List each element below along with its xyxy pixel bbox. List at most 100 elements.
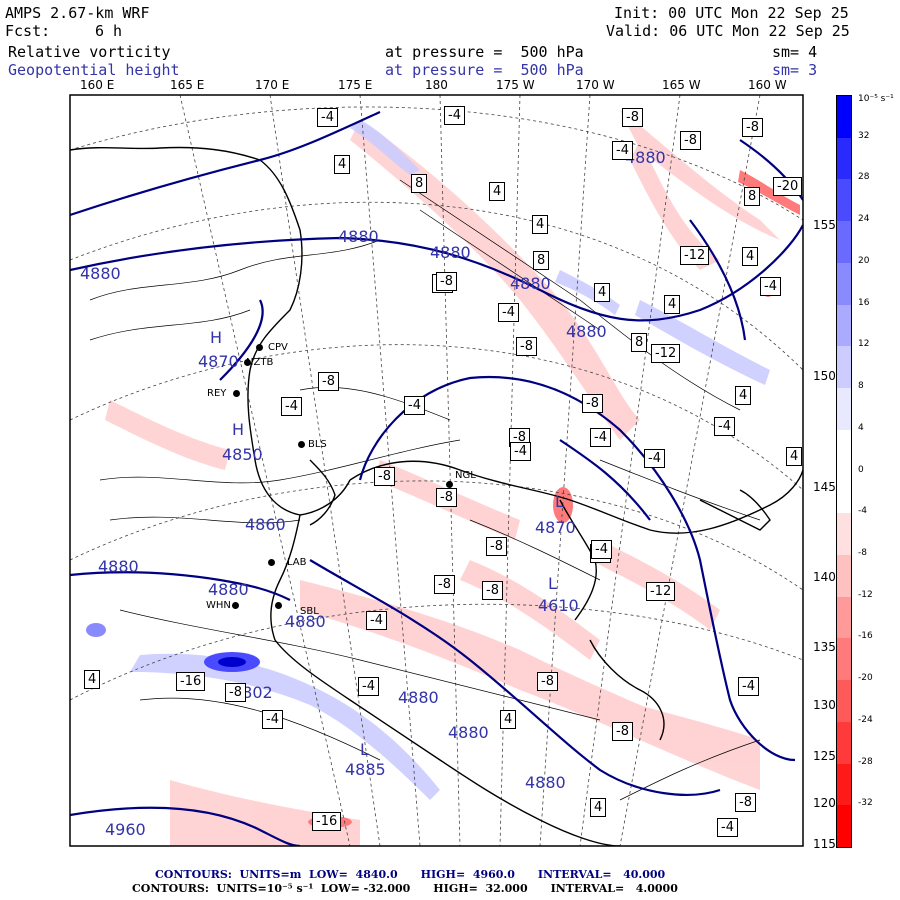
lon-label: 180: [425, 78, 448, 92]
colorbar: [836, 95, 852, 848]
vorticity-contour-label: 4: [786, 447, 803, 466]
colorbar-tick-label: -8: [858, 547, 867, 558]
station-label: REY: [207, 388, 227, 399]
field1-name: Relative vorticity: [8, 43, 171, 61]
lat-label: 155: [813, 218, 836, 232]
height-contour-info: CONTOURS: UNITS=m LOW= 4840.0 HIGH= 4960…: [155, 868, 666, 881]
vorticity-contour-label: -8: [680, 131, 701, 150]
station-dot: [446, 481, 453, 488]
colorbar-tick-label: 8: [858, 381, 864, 392]
lat-label: 145: [813, 480, 836, 494]
vorticity-contour-label: -8: [742, 118, 763, 137]
vorticity-contour-label: -8: [486, 537, 507, 556]
lon-label: 175 W: [496, 78, 535, 92]
lon-label: 175 E: [338, 78, 373, 92]
vorticity-contour-label: 4: [664, 295, 681, 314]
vorticity-contour-label: -12: [651, 344, 681, 363]
colorbar-tick-label: -24: [858, 714, 873, 725]
lat-label: 115: [813, 837, 836, 851]
vorticity-contour-label: -8: [612, 722, 633, 741]
vorticity-contour-label: -4: [760, 277, 781, 296]
vorticity-contour-label: -4: [281, 397, 302, 416]
vorticity-contour-label: 8: [744, 187, 761, 206]
colorbar-cell: [837, 763, 851, 806]
station-label: SBL: [300, 606, 319, 617]
vorticity-contour-label: -4: [510, 442, 531, 461]
vorticity-contour-label: -4: [404, 396, 425, 415]
vorticity-contour-label: -8: [436, 272, 457, 291]
vorticity-contour-label: -8: [434, 575, 455, 594]
vorticity-contour-label: -4: [591, 540, 612, 559]
vorticity-contour-label: -8: [582, 394, 603, 413]
station-label: NZTB: [246, 357, 274, 368]
lat-label: 125: [813, 749, 836, 763]
vorticity-contour-label: -4: [444, 106, 465, 125]
colorbar-cell: [837, 638, 851, 681]
vorticity-contour-label: -4: [612, 141, 633, 160]
vorticity-contour-label: -12: [680, 246, 710, 265]
forecast-hour: 6 h: [95, 22, 123, 40]
colorbar-unit: 10⁻⁵ s⁻¹: [858, 94, 894, 104]
colorbar-tick-label: -4: [858, 506, 867, 517]
colorbar-cell: [837, 179, 851, 222]
colorbar-cell: [837, 346, 851, 389]
forecast-label: Fcst:: [5, 22, 51, 40]
colorbar-tick-label: 32: [858, 130, 870, 141]
model-title: AMPS 2.67-km WRF: [5, 4, 150, 22]
colorbar-cell: [837, 304, 851, 347]
lat-label: 140: [813, 570, 836, 584]
lat-label: 130: [813, 698, 836, 712]
vorticity-contour-label: 8: [631, 333, 648, 352]
vorticity-contour-label: 4: [742, 247, 759, 266]
colorbar-cell: [837, 221, 851, 263]
colorbar-cell: [837, 680, 851, 722]
valid-time: Valid: 06 UTC Mon 22 Sep 25: [606, 22, 850, 40]
colorbar-tick-label: -32: [858, 798, 873, 809]
vorticity-contour-label: 4: [590, 798, 607, 817]
lon-label: 165 W: [662, 78, 701, 92]
lon-label: 165 E: [170, 78, 205, 92]
vorticity-contour-label: -16: [176, 672, 206, 691]
field2-name: Geopotential height: [8, 61, 180, 79]
station-dot: [232, 602, 239, 609]
vorticity-contour-label: 4: [594, 283, 611, 302]
colorbar-cell: [837, 805, 851, 847]
colorbar-tick-label: -12: [858, 589, 873, 600]
colorbar-cell: [837, 471, 851, 514]
colorbar-tick-label: 4: [858, 422, 864, 433]
init-time: Init: 00 UTC Mon 22 Sep 25: [614, 4, 849, 22]
station-dot: [268, 559, 275, 566]
lat-label: 120: [813, 796, 836, 810]
field2-level: at pressure = 500 hPa: [385, 61, 584, 79]
vorticity-contour-info: CONTOURS: UNITS=10⁻⁵ s⁻¹ LOW= -32.000 HI…: [132, 882, 678, 895]
colorbar-cell: [837, 388, 851, 430]
station-label: NGL: [455, 470, 476, 481]
vorticity-contour-label: 4: [334, 155, 351, 174]
map-frame: [69, 94, 804, 847]
vorticity-contour-label: -4: [590, 428, 611, 447]
station-label: LAB: [287, 557, 307, 568]
vorticity-contour-label: -8: [225, 683, 246, 702]
lat-label: 150: [813, 369, 836, 383]
vorticity-contour-label: -8: [735, 793, 756, 812]
vorticity-contour-label: -4: [358, 677, 379, 696]
colorbar-tick-label: -20: [858, 673, 873, 684]
vorticity-contour-label: -8: [436, 488, 457, 507]
vorticity-contour-label: 4: [735, 386, 752, 405]
vorticity-contour-label: -12: [646, 582, 676, 601]
colorbar-tick-label: 28: [858, 172, 870, 183]
vorticity-contour-label: -8: [537, 672, 558, 691]
vorticity-contour-label: 4: [84, 670, 101, 689]
lon-label: 160 E: [80, 78, 115, 92]
colorbar-tick-label: 12: [858, 339, 870, 350]
vorticity-contour-label: -20: [773, 177, 803, 196]
colorbar-cell: [837, 554, 851, 597]
station-dot: [256, 344, 263, 351]
colorbar-cell: [837, 262, 851, 305]
colorbar-cell: [837, 96, 851, 138]
field2-smoothing: sm= 3: [772, 61, 818, 79]
vorticity-contour-label: 4: [489, 182, 506, 201]
vorticity-contour-label: -4: [366, 611, 387, 630]
colorbar-cell: [837, 137, 851, 180]
